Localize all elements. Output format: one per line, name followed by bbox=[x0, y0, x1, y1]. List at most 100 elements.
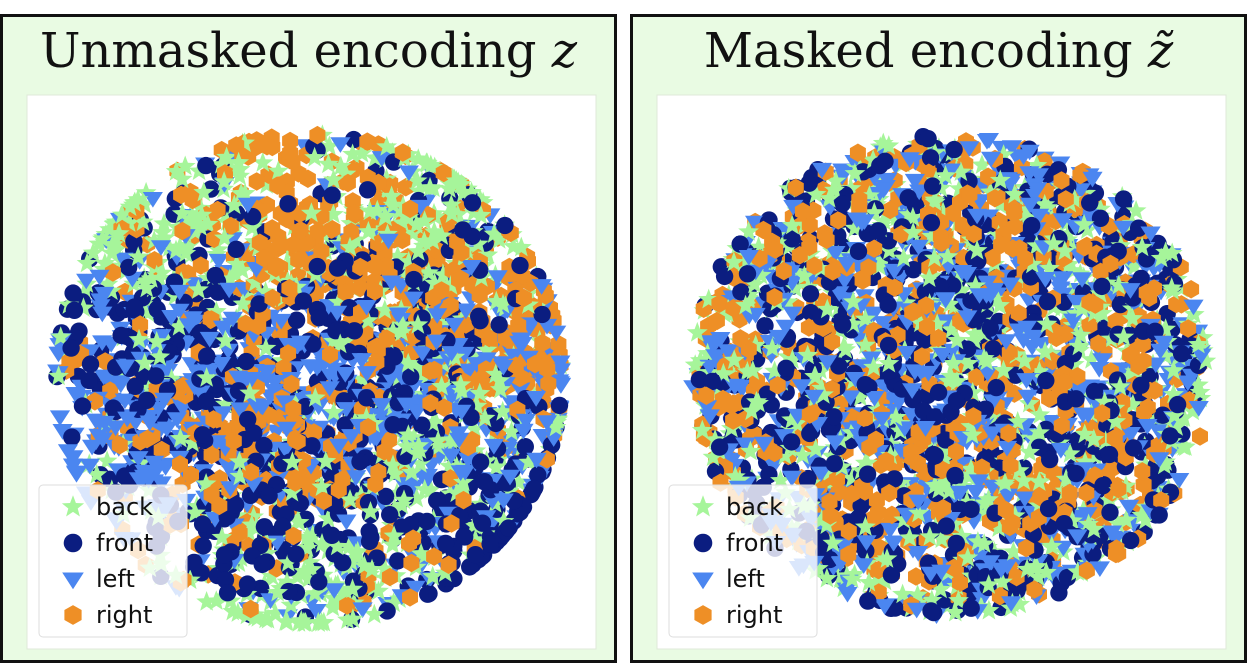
point-right bbox=[540, 374, 557, 393]
point-back bbox=[227, 602, 249, 622]
point-left bbox=[483, 438, 504, 455]
point-front bbox=[126, 377, 144, 395]
point-back bbox=[974, 492, 996, 512]
point-back bbox=[236, 285, 257, 306]
point-back bbox=[252, 151, 274, 172]
point-right bbox=[346, 203, 363, 223]
point-left bbox=[526, 452, 547, 469]
point-left bbox=[834, 273, 855, 290]
point-front bbox=[1091, 209, 1110, 227]
point-right bbox=[381, 567, 398, 587]
point-back bbox=[407, 442, 428, 463]
legend-label-back: back bbox=[96, 493, 153, 521]
point-back bbox=[342, 143, 363, 164]
point-back bbox=[255, 281, 276, 301]
point-front bbox=[65, 301, 84, 319]
point-back bbox=[1107, 513, 1129, 533]
point-back bbox=[174, 155, 196, 176]
point-back bbox=[185, 208, 207, 229]
point-right bbox=[359, 132, 376, 151]
point-left bbox=[936, 314, 957, 331]
point-back bbox=[179, 234, 200, 255]
panel-title-masked: Masked encoding z̃ bbox=[633, 19, 1244, 83]
point-left bbox=[546, 325, 567, 342]
point-back bbox=[1090, 198, 1111, 219]
point-back bbox=[315, 450, 337, 471]
point-right bbox=[405, 529, 422, 548]
point-back bbox=[431, 375, 452, 396]
point-back bbox=[950, 147, 971, 167]
point-front bbox=[381, 506, 399, 524]
point-back bbox=[397, 352, 419, 373]
point-right bbox=[360, 418, 377, 437]
point-back bbox=[188, 279, 209, 299]
point-back bbox=[1009, 593, 1031, 614]
point-back bbox=[229, 465, 251, 486]
point-front bbox=[227, 240, 245, 258]
panel-title-text: Unmasked encoding bbox=[40, 23, 552, 79]
point-back bbox=[410, 542, 432, 563]
point-back bbox=[322, 596, 344, 617]
point-right bbox=[935, 499, 952, 518]
point-back bbox=[821, 445, 843, 466]
legend-marker-front bbox=[63, 533, 83, 553]
point-back bbox=[416, 152, 437, 172]
point-front bbox=[378, 602, 396, 620]
point-back bbox=[171, 202, 193, 223]
point-back bbox=[408, 180, 430, 200]
point-back bbox=[323, 169, 344, 189]
point-back bbox=[205, 590, 227, 610]
point-front bbox=[511, 256, 529, 275]
point-front bbox=[198, 347, 216, 365]
point-back bbox=[988, 517, 1009, 537]
point-back bbox=[241, 217, 263, 237]
point-front bbox=[216, 571, 235, 589]
point-back bbox=[453, 471, 474, 492]
point-right bbox=[205, 410, 222, 429]
point-back bbox=[76, 252, 98, 273]
point-back bbox=[382, 142, 403, 162]
point-right bbox=[443, 514, 460, 533]
point-back bbox=[1095, 430, 1116, 451]
point-back bbox=[1011, 272, 1033, 292]
point-back bbox=[485, 290, 507, 311]
point-back bbox=[885, 406, 907, 427]
point-left bbox=[351, 353, 372, 369]
point-front bbox=[981, 319, 999, 337]
point-back bbox=[412, 367, 434, 388]
point-back bbox=[490, 378, 511, 399]
point-left bbox=[142, 192, 163, 208]
point-left bbox=[745, 215, 766, 232]
point-back bbox=[1026, 235, 1048, 255]
point-back bbox=[864, 572, 886, 593]
point-left bbox=[341, 429, 362, 445]
point-back bbox=[383, 525, 405, 545]
point-back bbox=[510, 236, 532, 257]
point-back bbox=[1192, 326, 1214, 347]
point-right bbox=[173, 185, 190, 205]
point-front bbox=[218, 584, 237, 602]
point-back bbox=[267, 160, 289, 181]
point-back bbox=[275, 611, 296, 631]
point-back bbox=[424, 272, 445, 293]
point-left bbox=[454, 346, 475, 363]
point-back bbox=[931, 528, 953, 548]
point-right bbox=[352, 278, 369, 298]
point-back bbox=[238, 521, 260, 541]
point-back bbox=[419, 176, 441, 197]
point-back bbox=[149, 267, 170, 288]
point-front bbox=[360, 532, 379, 551]
point-back bbox=[477, 244, 499, 264]
point-back bbox=[181, 216, 202, 237]
point-front bbox=[1122, 531, 1140, 550]
point-left bbox=[861, 306, 882, 323]
point-back bbox=[357, 309, 379, 330]
point-left bbox=[65, 465, 86, 482]
point-right bbox=[403, 553, 420, 573]
point-back bbox=[243, 506, 264, 526]
point-left bbox=[134, 469, 155, 486]
point-left bbox=[699, 409, 720, 425]
point-right bbox=[206, 229, 223, 249]
point-back bbox=[1059, 282, 1081, 302]
